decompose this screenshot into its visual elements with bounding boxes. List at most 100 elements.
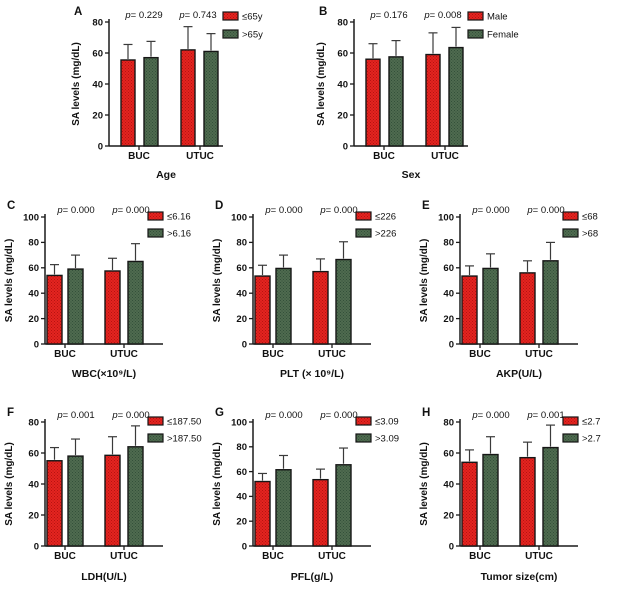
legend-label: >226: [375, 229, 396, 240]
p-value-label: p= 0.001: [526, 410, 564, 421]
legend-swatch-red: [562, 416, 579, 426]
category-label: BUC: [373, 151, 395, 162]
legend: ≤226 >226: [354, 211, 396, 240]
legend-swatch-red: [562, 211, 579, 221]
axis-tick-label: 0: [98, 141, 103, 152]
bar-BUC-green: [67, 455, 84, 547]
legend-swatch-green: [354, 228, 372, 238]
axis-title: WBC(×10⁹/L): [72, 368, 136, 380]
legend-swatch-green: [147, 228, 164, 238]
p-value-label: p= 0.000: [319, 410, 357, 421]
legend: ≤65y >65y: [222, 11, 263, 41]
panel-G: G SA levels (mg/dL) 0 20 40 60 80 100 BUC p= 0.00…: [208, 388, 415, 592]
p-value-label: p= 0.000: [111, 205, 149, 216]
figure-row-top: A SA levels (mg/dL) 0 20 40 60 80 BUC p= 0.229 UT…: [0, 0, 622, 192]
y-axis-label: SA levels (mg/dL): [419, 239, 430, 323]
bar-BUC-red: [461, 461, 478, 547]
y-axis-label: SA levels (mg/dL): [212, 239, 223, 323]
category-label: BUC: [469, 349, 491, 360]
axis-tick-label: 80: [28, 417, 39, 428]
panel-A-chart: A SA levels (mg/dL) 0 20 40 60 80 BUC p= 0.229 UT…: [71, 6, 263, 181]
axis-tick-label: 40: [236, 289, 247, 300]
axis-tick-label: 40: [443, 479, 454, 490]
p-value-label: p= 0.229: [124, 10, 162, 21]
bar-BUC-red: [461, 275, 478, 345]
y-axis-label: SA levels (mg/dL): [4, 239, 15, 323]
p-value-label: p= 0.000: [319, 205, 357, 216]
axis-tick-label: 40: [236, 492, 247, 503]
axis-tick-label: 80: [443, 417, 454, 428]
legend-label: ≤226: [375, 212, 396, 223]
bar-BUC-red: [253, 480, 271, 547]
legend-label: >3.09: [375, 434, 399, 445]
p-value-label: p= 0.008: [423, 10, 461, 21]
axis-tick-label: 40: [337, 79, 348, 90]
axis-tick-label: 0: [449, 541, 454, 552]
bar-UTUC-red: [519, 456, 536, 547]
legend-label: Female: [487, 30, 519, 41]
category-label: UTUC: [431, 151, 459, 162]
axis-tick-label: 60: [236, 263, 247, 274]
panel-A: A SA levels (mg/dL) 0 20 40 60 80 BUC p= 0.229 UT…: [71, 2, 306, 192]
axis-tick-label: 0: [343, 141, 348, 152]
legend-label: >2.7: [582, 434, 601, 445]
bar-BUC-green: [388, 56, 404, 147]
bar-UTUC-red: [519, 272, 536, 345]
category-label: UTUC: [110, 349, 138, 360]
axis-tick-label: 60: [28, 263, 39, 274]
axis-tick-label: 40: [28, 479, 39, 490]
legend-label: >65y: [242, 30, 263, 41]
p-value-label: p= 0.176: [369, 10, 407, 21]
axis-tick-label: 20: [92, 110, 103, 121]
axis-tick-label: 100: [231, 212, 247, 223]
legend: ≤68 >68: [562, 211, 598, 240]
bar-BUC-green: [274, 469, 292, 547]
axis-title: LDH(U/L): [81, 571, 127, 583]
y-axis-label: SA levels (mg/dL): [419, 442, 430, 526]
bar-BUC-green: [274, 267, 292, 345]
axis-tick-label: 60: [443, 448, 454, 459]
panel-E-chart: E SA levels (mg/dL) 0 20 40 60 80 100 BUC p= 0.00…: [419, 200, 598, 380]
axis-tick-label: 80: [443, 238, 454, 249]
axis-tick-label: 0: [449, 339, 454, 350]
axis-tick-label: 80: [236, 442, 247, 453]
category-label: BUC: [54, 349, 76, 360]
panel-letter: E: [422, 200, 430, 212]
category-label: BUC: [128, 151, 150, 162]
legend: ≤187.50 >187.50: [147, 416, 202, 445]
legend-swatch-red: [467, 11, 484, 21]
legend-label: ≤6.16: [167, 212, 191, 223]
axis-tick-label: 80: [236, 238, 247, 249]
p-value-label: p= 0.000: [526, 205, 564, 216]
bar-BUC-green: [482, 267, 499, 345]
axis-tick-label: 60: [28, 448, 39, 459]
axis-tick-label: 40: [92, 79, 103, 90]
bar-UTUC-red: [425, 53, 441, 147]
legend-label: ≤65y: [242, 12, 263, 23]
legend: Male Female: [467, 11, 519, 41]
panel-B: B SA levels (mg/dL) 0 20 40 60 80 BUC p= 0.176 UT…: [316, 2, 551, 192]
legend-swatch-green: [222, 29, 239, 39]
legend-swatch-green: [147, 433, 164, 443]
axis-tick-label: 100: [231, 417, 247, 428]
bar-BUC-green: [67, 268, 84, 345]
axis-title: PLT (× 10⁹/L): [279, 368, 343, 380]
category-label: UTUC: [186, 151, 214, 162]
panel-letter: A: [74, 6, 82, 18]
p-value-label: p= 0.000: [56, 205, 94, 216]
category-label: BUC: [262, 349, 284, 360]
legend-label: ≤2.7: [582, 417, 600, 428]
legend: ≤3.09 >3.09: [354, 416, 399, 445]
axis-tick-label: 0: [241, 339, 246, 350]
legend-swatch-red: [147, 416, 164, 426]
axis-tick-label: 20: [236, 517, 247, 528]
legend-label: Male: [487, 12, 508, 23]
legend-swatch-green: [562, 228, 579, 238]
category-label: UTUC: [318, 551, 346, 562]
axis-title: Tumor size(cm): [481, 571, 558, 583]
bar-UTUC-green: [448, 46, 464, 147]
panel-H-chart: H SA levels (mg/dL) 0 20 40 60 80 BUC p= 0.000 UT…: [419, 407, 601, 583]
axis-title: Age: [156, 169, 176, 181]
axis-tick-label: 60: [443, 263, 454, 274]
